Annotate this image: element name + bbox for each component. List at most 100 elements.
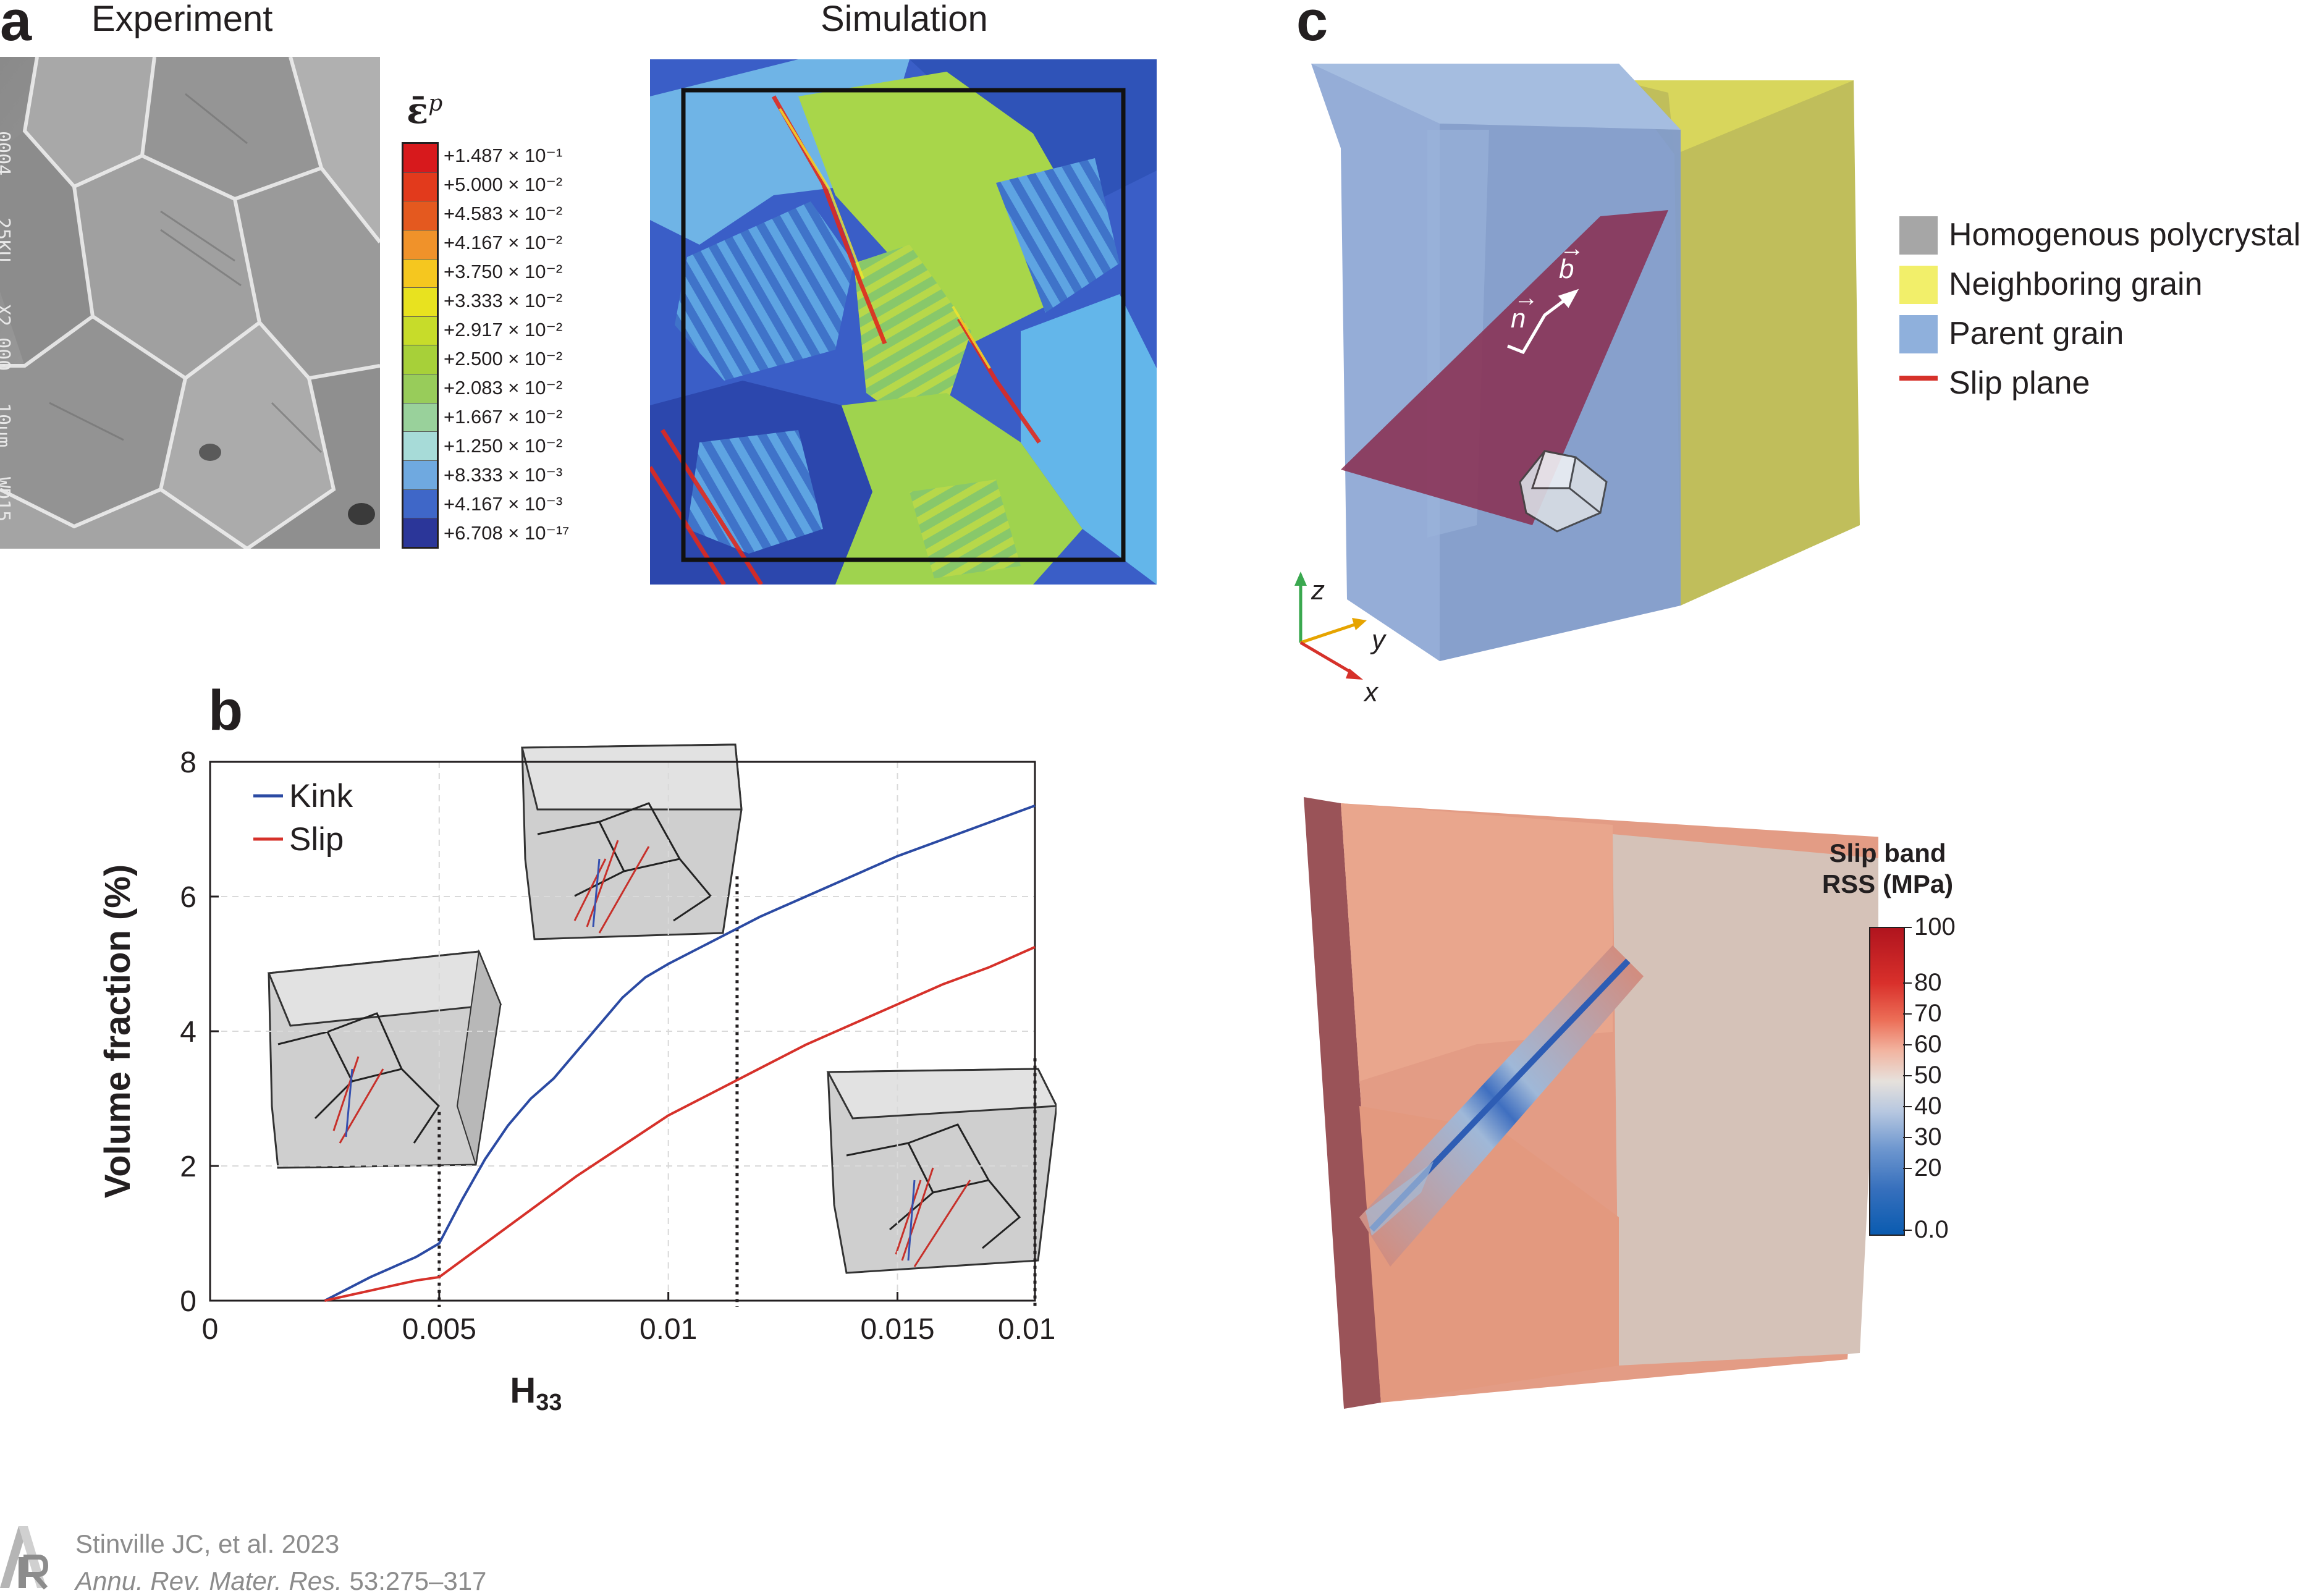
burgers-vector-icon [1507,289,1579,355]
strain-label-1: +5.000 × 10⁻² [444,173,563,195]
y-tick-label: 2 [180,1151,196,1183]
rss-slab-map [1304,797,1878,1409]
strain-label-4: +3.750 × 10⁻² [444,260,563,282]
rss-tick-2 [1903,1013,1912,1015]
rss-label-8: 0.0 [1914,1216,1949,1243]
series-kink-line [324,804,1036,1302]
strain-label-5: +3.333 × 10⁻² [444,289,563,311]
sem-text-2: X2,000 [0,304,14,371]
legend-label-1: Neighboring grain [1949,266,2203,302]
rss-tick-0 [1903,927,1912,928]
sem-text-1: 25KU [0,217,14,263]
axis-x-label: x [1363,677,1379,707]
strain-label-10: +1.250 × 10⁻² [444,434,563,457]
axis-triad: z y x [1294,572,1387,707]
rss-tick-8 [1903,1230,1912,1231]
x-axis-title: H33 [510,1370,562,1416]
strain-colorbar-labels: +1.487 × 10⁻¹ +5.000 × 10⁻² +4.583 × 10⁻² +… [444,142,604,549]
sem-metadata: 0004 25KU X2,000 10µm WD15 [0,82,42,539]
strain-swatch-10 [403,432,437,462]
inset-cube-1 [267,949,502,1169]
strain-swatch-0 [403,144,437,173]
rss-label-1: 80 [1914,969,1942,996]
strain-swatch-9 [403,403,437,433]
strain-label-6: +2.917 × 10⁻² [444,318,563,340]
grain-legend: Homogenous polycrystal Neighboring grain P… [1899,216,2300,401]
rss-label-2: 70 [1914,1000,1942,1027]
x-tick-label: 0.01 [640,1313,697,1346]
credit-line-1: Stinville JC, et al. 2023 [75,1529,340,1558]
panel-a-letter: a [0,0,32,53]
credit-journal: Annu. Rev. Mater. Res. [75,1566,342,1595]
strain-label-3: +4.167 × 10⁻² [444,231,563,253]
strain-label-8: +2.083 × 10⁻² [444,376,563,399]
y-tick-label: 6 [180,881,196,914]
rss-colorbar-title: Slip band RSS (MPa) [1795,838,1980,900]
slip-plane-shape [1341,210,1668,525]
strain-label-2: +4.583 × 10⁻² [444,202,563,224]
hexagonal-prism-icon [1519,450,1608,533]
y-tick-label: 0 [180,1285,196,1318]
vector-b-label: b [1559,254,1574,284]
strain-swatch-11 [403,461,437,490]
axis-y-label: y [1370,625,1387,655]
sem-text-0: 0004 [0,131,14,176]
simulation-strain-map [650,59,1157,585]
strain-swatch-8 [403,374,437,403]
strain-swatch-1 [403,172,437,202]
strain-colorbar-title: ε̄p [407,90,443,132]
x-axis-title-sub: 33 [536,1390,562,1416]
strain-swatch-13 [403,518,437,547]
rss-tick-5 [1903,1106,1912,1107]
legend-swatch-1 [1899,266,1938,304]
rss-label-0: 100 [1914,913,1956,940]
annual-reviews-logo [0,1526,49,1590]
rss-label-5: 40 [1914,1092,1942,1120]
panel-c-letter: c [1296,0,1328,53]
legend-label-0: Homogenous polycrystal [1949,217,2300,253]
experiment-sem-image: 0004 25KU X2,000 10µm WD15 [0,57,380,549]
strain-swatch-7 [403,345,437,375]
rss-label-3: 60 [1914,1031,1942,1058]
svg-text:→: → [1560,235,1584,262]
rss-tick-4 [1903,1075,1912,1076]
vector-n-label: n [1511,303,1526,334]
sem-text-4: WD15 [0,477,14,522]
panel-b-letter: b [208,679,243,742]
grain-schematic: n → b → z y x [1294,64,1860,707]
x-tick-label: 0.018 [998,1313,1057,1346]
rss-tick-1 [1903,982,1912,984]
inset-cube-3 [826,1068,1057,1274]
y-tick-label: 4 [180,1016,196,1049]
strain-label-13: +6.708 × 10⁻¹⁷ [444,521,570,544]
strain-label-11: +8.333 × 10⁻³ [444,463,563,486]
strain-swatch-2 [403,201,437,230]
rss-tick-6 [1903,1137,1912,1138]
rss-label-4: 50 [1914,1062,1942,1089]
rss-colorbar-title-1: Slip band [1829,838,1946,868]
strain-swatch-4 [403,259,437,289]
legend-swatch-2 [1899,315,1938,353]
simulation-title: Simulation [821,0,988,39]
svg-text:→: → [1514,284,1539,311]
legend-label-kink: Kink [289,778,353,814]
strain-label-9: +1.667 × 10⁻² [444,405,563,428]
strain-colorbar [402,142,439,549]
legend-label-2: Parent grain [1949,316,2124,352]
strain-swatch-5 [403,288,437,317]
legend-label-3: Slip plane [1949,365,2090,401]
y-axis-title: Volume fraction (%) [98,864,138,1198]
inset-cube-2 [521,743,743,940]
rss-label-6: 30 [1914,1123,1942,1151]
experiment-title: Experiment [91,0,273,39]
axis-z-label: z [1311,575,1325,606]
x-tick-label: 0.015 [860,1313,934,1346]
rss-tick-3 [1903,1044,1912,1045]
x-tick-label: 0.005 [402,1313,476,1346]
credit-pages: 53:275–317 [342,1566,487,1595]
credit-line-2: Annu. Rev. Mater. Res. 53:275–317 [75,1566,486,1596]
strain-label-12: +4.167 × 10⁻³ [444,492,563,515]
volume-fraction-chart: 0 0.005 0.01 0.015 0.018 0 2 4 6 8 Kink Slip H33 Volu… [98,743,1057,1416]
rss-colorbar-title-2: RSS (MPa) [1822,869,1954,899]
rss-colorbar [1869,927,1905,1236]
